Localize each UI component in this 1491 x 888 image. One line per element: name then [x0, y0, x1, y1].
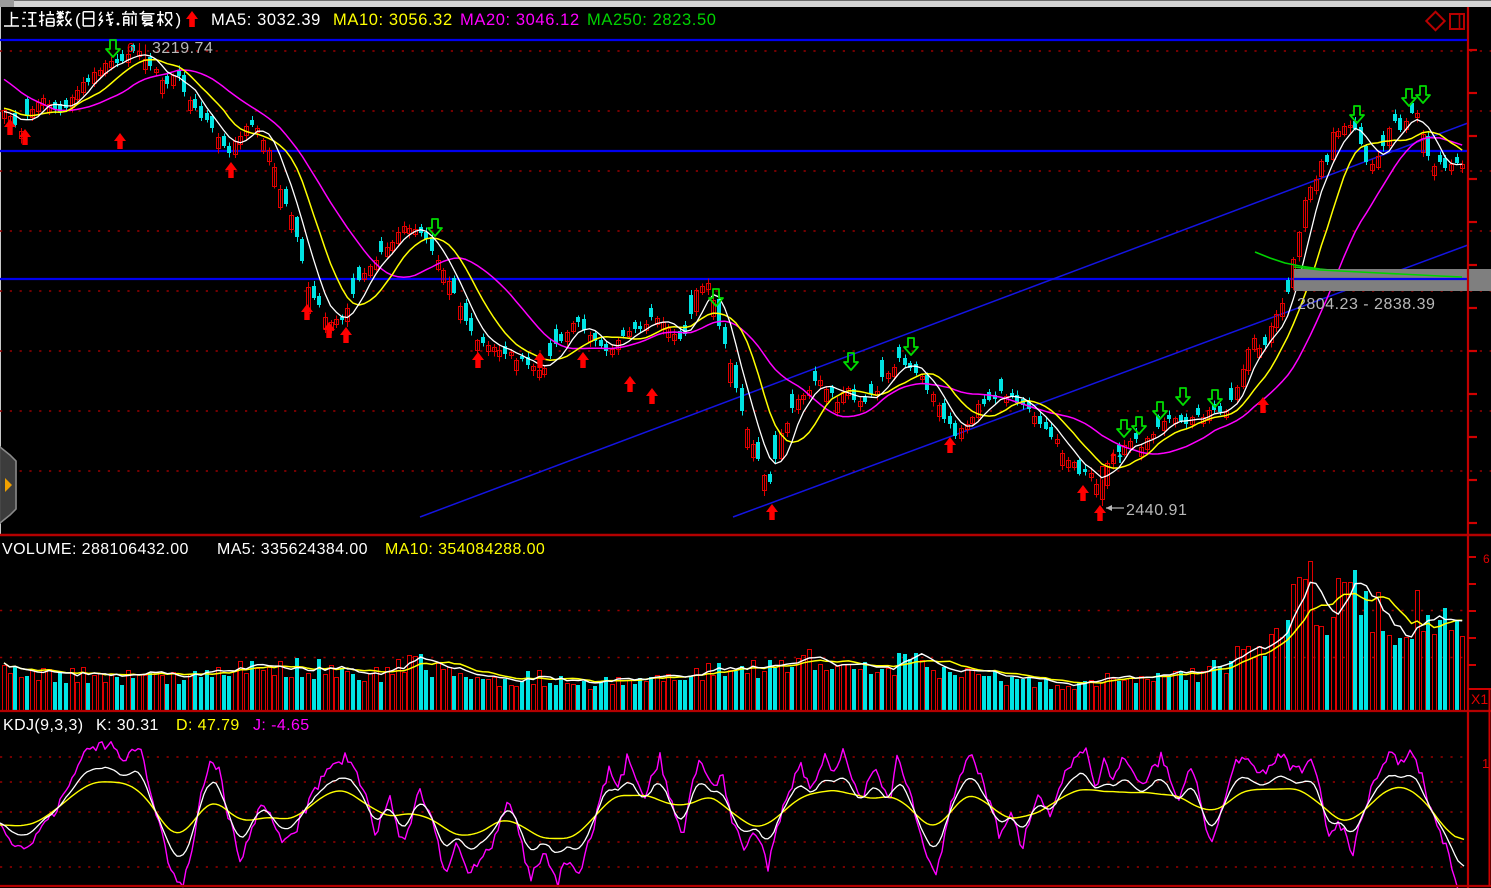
- svg-text:MA10: 3056.32: MA10: 3056.32: [333, 11, 453, 29]
- svg-text:(: (: [75, 10, 81, 29]
- svg-text:6: 6: [127, 40, 134, 55]
- svg-text:VOLUME: 288106432.00: VOLUME: 288106432.00: [2, 541, 189, 558]
- svg-text:X1: X1: [1471, 691, 1488, 707]
- svg-text:MA10: 354084288.00: MA10: 354084288.00: [385, 541, 545, 558]
- svg-text:D: 47.79: D: 47.79: [176, 717, 240, 734]
- svg-text:2440.91: 2440.91: [1126, 502, 1187, 519]
- svg-text:MA250: 2823.50: MA250: 2823.50: [587, 11, 717, 29]
- svg-text:MA5: 335624384.00: MA5: 335624384.00: [217, 541, 368, 558]
- svg-text:): ): [176, 10, 182, 29]
- svg-text:J: -4.65: J: -4.65: [253, 717, 310, 734]
- svg-text:3219.74: 3219.74: [152, 40, 213, 57]
- svg-text:K: 30.31: K: 30.31: [96, 717, 159, 734]
- svg-text:MA20: 3046.12: MA20: 3046.12: [460, 11, 580, 29]
- svg-text:1: 1: [1482, 756, 1489, 771]
- svg-text:KDJ(9,3,3): KDJ(9,3,3): [3, 717, 83, 734]
- svg-text:6: 6: [1483, 552, 1490, 566]
- svg-text:MA5: 3032.39: MA5: 3032.39: [211, 11, 321, 29]
- svg-text:2804.23 - 2838.39: 2804.23 - 2838.39: [1297, 296, 1435, 313]
